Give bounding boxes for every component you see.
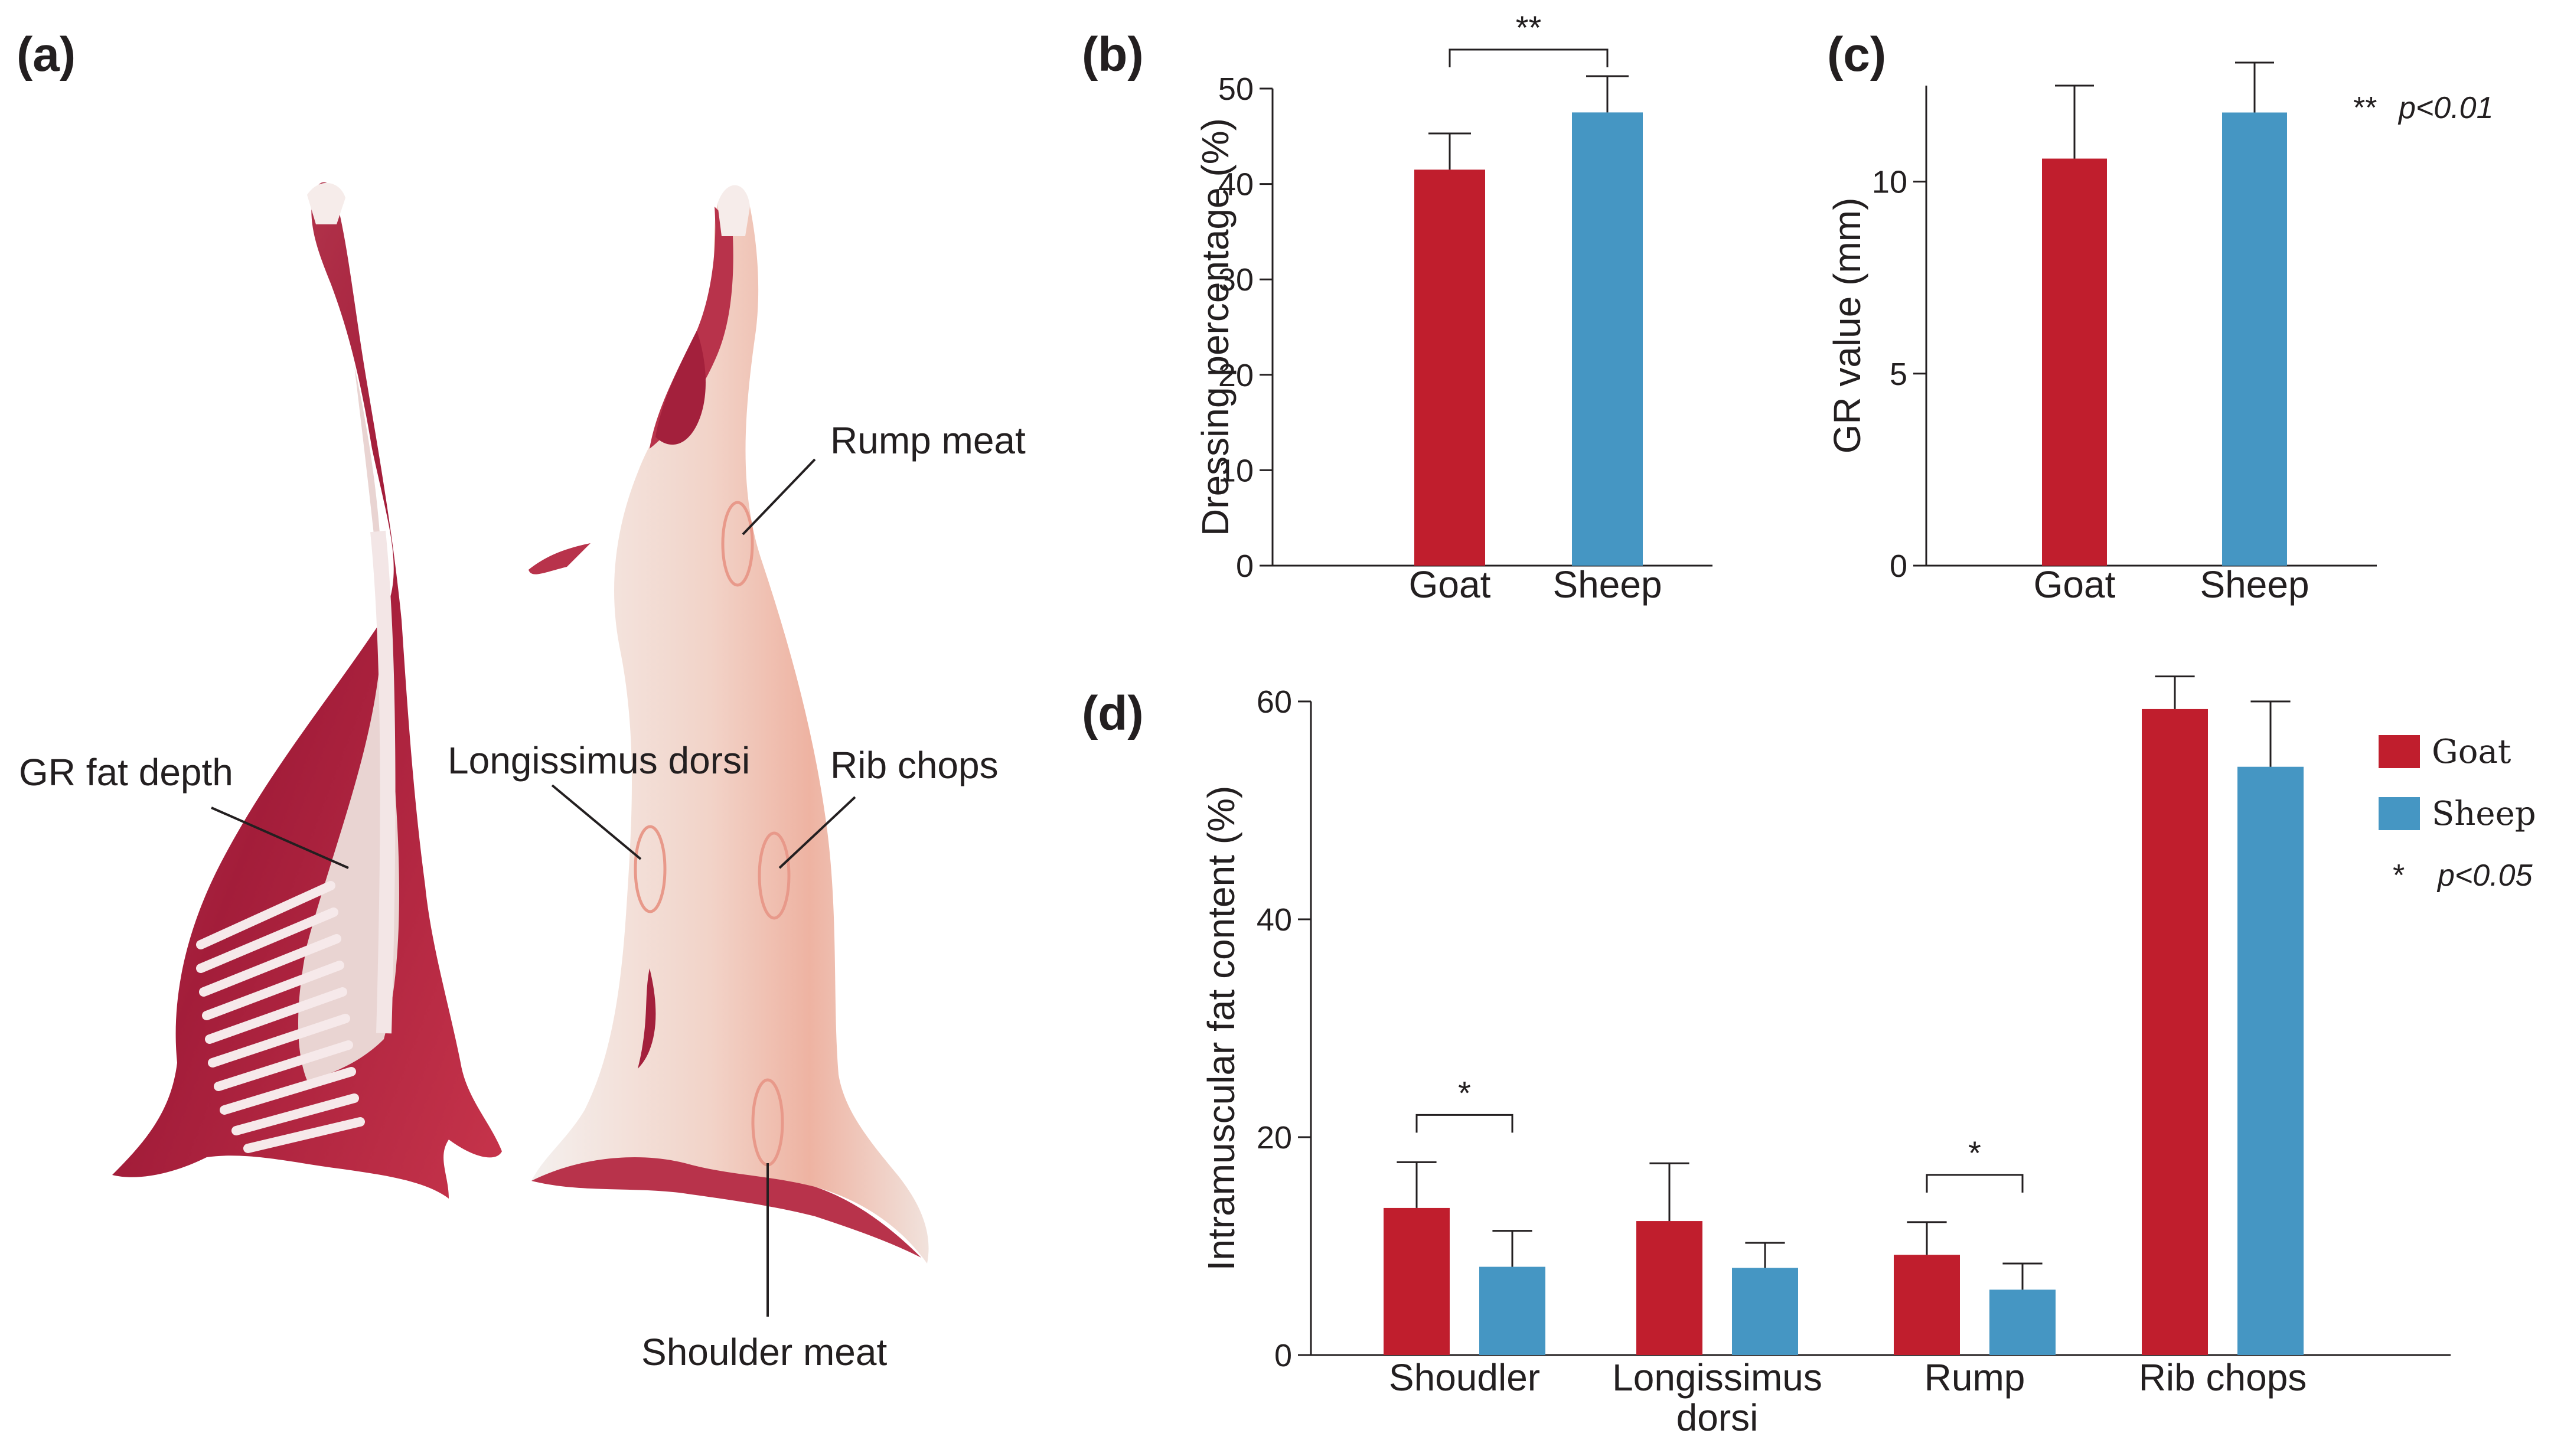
- chart-b-ytick-label-10: 10: [1218, 453, 1254, 488]
- callout-oval-rib-chops: [758, 831, 791, 920]
- chart-b-ytick-label-20: 20: [1218, 358, 1254, 393]
- annotation-rib-chops: Rib chops: [830, 744, 999, 786]
- chart-d-category-label-longissimus-dorsi-1: dorsi: [1676, 1396, 1759, 1439]
- chart-d-category-label-rump-0: Rump: [1924, 1356, 2025, 1399]
- annotation-rump-meat: Rump meat: [830, 419, 1026, 462]
- chart-c-ytick-label-0: 0: [1890, 549, 1907, 584]
- chart-d-rump-goat-bar: [1894, 1255, 1960, 1355]
- chart-c-category-label-goat: Goat: [2034, 563, 2116, 606]
- leader-line-rump: [742, 458, 816, 536]
- chart-d-category-label-longissimus-dorsi-0: Longissimus: [1612, 1356, 1822, 1399]
- chart-d-sig-rump-bracket: [1926, 1174, 2024, 1193]
- chart-d-ytick-label-40: 40: [1257, 902, 1292, 938]
- legend-p001-text: p<0.01: [2397, 91, 2494, 125]
- annotation-longissimus-dorsi: Longissimus dorsi: [448, 739, 750, 782]
- chart-d-ytick-label-20: 20: [1257, 1120, 1292, 1155]
- chart-d-shoudler-goat-bar: [1384, 1207, 1450, 1355]
- annotation-shoulder-meat: Shoulder meat: [641, 1331, 887, 1373]
- leader-line-rib-chops: [778, 796, 856, 869]
- chart-c-ylabel: GR value (mm): [1826, 198, 1868, 454]
- chart-d-rib-chops-sheep-bar: [2237, 766, 2304, 1355]
- chart-d-category-label-rib-chops-0: Rib chops: [2139, 1356, 2307, 1399]
- chart-b-category-label-goat: Goat: [1409, 563, 1491, 606]
- chart-d: 0 20 40 60 Intramuscular fat content (%) Shou…: [1200, 675, 2451, 1439]
- legend-p001-marker: **: [2353, 91, 2377, 125]
- chart-d-ytick-label-0: 0: [1274, 1338, 1292, 1373]
- chart-b-goat-bar: [1414, 169, 1485, 566]
- legend: Goat Sheep * p<0.05: [2379, 733, 2536, 893]
- left-carcass-image: [112, 182, 502, 1199]
- chart-b-sheep-bar: [1572, 112, 1643, 566]
- chart-c-ytick-label-5: 5: [1890, 357, 1907, 392]
- chart-d-rib-chops-goat-bar: [2142, 709, 2208, 1355]
- callout-oval-rump: [721, 501, 754, 587]
- legend-p005-marker: *: [2393, 858, 2405, 893]
- chart-b-ytick-label-40: 40: [1218, 167, 1254, 203]
- callout-oval-longissimus: [634, 825, 667, 913]
- chart-d-category-label-shoudler-0: Shoudler: [1389, 1356, 1540, 1399]
- panel-a-label: (a): [17, 28, 76, 81]
- panel-d: (d) 0 20 40 60 Intramuscular fat content (%)…: [1082, 675, 2536, 1439]
- annotation-gr-fat-depth: GR fat depth: [19, 751, 233, 794]
- legend-swatch-goat: [2379, 735, 2420, 768]
- leader-line-longissimus: [551, 784, 642, 860]
- chart-d-longissimus-dorsi-sheep-bar: [1732, 1268, 1798, 1355]
- legend-goat-label: Goat: [2432, 733, 2511, 771]
- chart-d-shoudler-sheep-bar: [1479, 1266, 1545, 1355]
- chart-d-sig-shoudler-mark: *: [1458, 1074, 1471, 1111]
- chart-d-ylabel: Intramuscular fat content (%): [1200, 786, 1242, 1271]
- chart-d-longissimus-dorsi-goat-bar: [1636, 1221, 1702, 1355]
- chart-b-ylabel: Dressing percentage (%): [1194, 118, 1237, 536]
- chart-c-category-label-sheep: Sheep: [2200, 563, 2309, 606]
- panel-b-label: (b): [1082, 28, 1144, 81]
- chart-b-ytick-label-50: 50: [1218, 71, 1254, 107]
- chart-d-rump-sheep-bar: [1989, 1289, 2056, 1355]
- chart-b: 0 10 20 30 40 50 Dressing percentage (%) Goat Sh…: [1194, 9, 1712, 606]
- panel-c-label: (c): [1827, 28, 1886, 81]
- chart-d-ytick-label-60: 60: [1257, 684, 1292, 720]
- legend-sheep-label: Sheep: [2432, 795, 2536, 833]
- chart-b-sig-bracket: [1449, 48, 1609, 67]
- chart-c-goat-bar: [2042, 158, 2107, 566]
- leader-line-gr: [211, 807, 349, 869]
- panel-a: (a): [17, 28, 1026, 1373]
- chart-b-sig-mark: **: [1516, 9, 1542, 46]
- chart-c-ytick-label-10: 10: [1872, 165, 1907, 200]
- chart-b-category-label-sheep: Sheep: [1552, 563, 1662, 606]
- chart-d-sig-rump-mark: *: [1968, 1134, 1981, 1171]
- chart-b-ytick-label-0: 0: [1236, 549, 1254, 584]
- legend-swatch-sheep: [2379, 797, 2420, 830]
- chart-c-sheep-bar: [2222, 112, 2287, 566]
- right-carcass-image: [529, 185, 929, 1264]
- panel-d-label: (d): [1082, 687, 1144, 740]
- chart-d-sig-shoudler-bracket: [1415, 1114, 1513, 1133]
- chart-b-ytick-label-30: 30: [1218, 262, 1254, 298]
- legend-p005-text: p<0.05: [2436, 858, 2533, 893]
- panel-b: (b) 0 10 20 30 40 50 Dressing percentage (%) Go…: [1082, 9, 1712, 606]
